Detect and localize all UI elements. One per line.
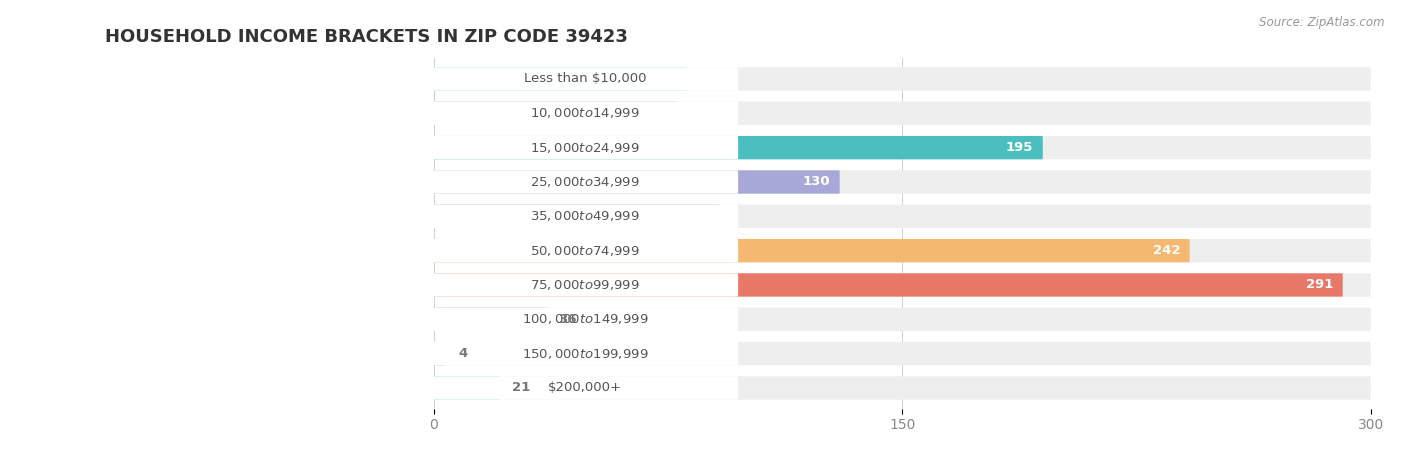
Text: $200,000+: $200,000+ <box>548 382 621 395</box>
FancyBboxPatch shape <box>433 308 546 331</box>
FancyBboxPatch shape <box>432 239 738 262</box>
Text: 195: 195 <box>1007 141 1033 154</box>
Text: $10,000 to $14,999: $10,000 to $14,999 <box>530 106 640 120</box>
Text: 81: 81 <box>659 72 678 85</box>
Text: $35,000 to $49,999: $35,000 to $49,999 <box>530 209 640 223</box>
FancyBboxPatch shape <box>433 205 1371 228</box>
FancyBboxPatch shape <box>432 308 738 331</box>
Text: $25,000 to $34,999: $25,000 to $34,999 <box>530 175 640 189</box>
Text: 36: 36 <box>558 313 576 326</box>
FancyBboxPatch shape <box>433 376 499 400</box>
Text: Source: ZipAtlas.com: Source: ZipAtlas.com <box>1260 16 1385 29</box>
FancyBboxPatch shape <box>433 136 1043 159</box>
FancyBboxPatch shape <box>432 376 738 400</box>
FancyBboxPatch shape <box>433 67 1371 91</box>
Text: $75,000 to $99,999: $75,000 to $99,999 <box>530 278 640 292</box>
Text: 92: 92 <box>693 210 711 223</box>
FancyBboxPatch shape <box>433 342 446 365</box>
Text: 21: 21 <box>512 382 530 395</box>
FancyBboxPatch shape <box>433 376 1371 400</box>
Text: 4: 4 <box>458 347 468 360</box>
FancyBboxPatch shape <box>432 205 738 228</box>
Text: 78: 78 <box>650 107 668 120</box>
Text: $100,000 to $149,999: $100,000 to $149,999 <box>522 313 648 326</box>
FancyBboxPatch shape <box>433 239 1371 262</box>
FancyBboxPatch shape <box>432 170 738 194</box>
Text: HOUSEHOLD INCOME BRACKETS IN ZIP CODE 39423: HOUSEHOLD INCOME BRACKETS IN ZIP CODE 39… <box>105 28 628 46</box>
FancyBboxPatch shape <box>433 67 686 91</box>
FancyBboxPatch shape <box>433 239 1189 262</box>
FancyBboxPatch shape <box>432 136 738 159</box>
FancyBboxPatch shape <box>432 273 738 297</box>
FancyBboxPatch shape <box>433 308 1371 331</box>
Text: 242: 242 <box>1153 244 1180 257</box>
FancyBboxPatch shape <box>432 101 738 125</box>
Text: $150,000 to $199,999: $150,000 to $199,999 <box>522 347 648 361</box>
FancyBboxPatch shape <box>432 342 738 365</box>
FancyBboxPatch shape <box>433 170 839 194</box>
Text: 130: 130 <box>803 176 831 189</box>
FancyBboxPatch shape <box>433 170 1371 194</box>
FancyBboxPatch shape <box>433 342 1371 365</box>
FancyBboxPatch shape <box>433 136 1371 159</box>
FancyBboxPatch shape <box>433 273 1371 297</box>
FancyBboxPatch shape <box>433 101 678 125</box>
FancyBboxPatch shape <box>432 67 738 91</box>
FancyBboxPatch shape <box>433 273 1343 297</box>
Text: $15,000 to $24,999: $15,000 to $24,999 <box>530 141 640 154</box>
FancyBboxPatch shape <box>433 205 721 228</box>
Text: Less than $10,000: Less than $10,000 <box>524 72 647 85</box>
Text: $50,000 to $74,999: $50,000 to $74,999 <box>530 244 640 258</box>
FancyBboxPatch shape <box>433 101 1371 125</box>
Text: 291: 291 <box>1306 278 1333 291</box>
